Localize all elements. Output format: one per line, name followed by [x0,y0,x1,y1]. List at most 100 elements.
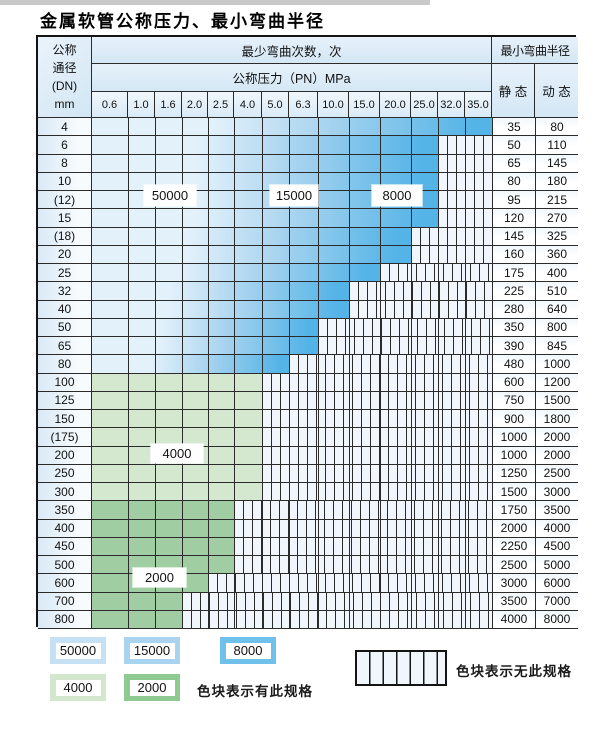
dn-row-label: 350 [38,501,92,519]
no-spec-striped-region [262,446,492,464]
no-spec-striped-region [262,391,492,409]
table-row: 350 1750 3500 [38,501,578,520]
dynamic-radius-value: 145 [535,154,578,172]
dn-header-line: mm [54,97,75,111]
spec-colored-region [92,136,438,154]
dn-row-label: 600 [38,574,92,592]
static-radius-value: 120 [492,209,535,227]
grid-line [289,118,290,629]
static-radius-value: 35 [492,118,535,136]
cycle-count-label: 2000 [133,568,186,587]
dynamic-radius-value: 1200 [535,373,578,391]
static-radius-value: 750 [492,391,535,409]
legend-chip: 50000 [50,637,106,664]
static-radius-value: 95 [492,191,535,209]
no-spec-striped-region [262,483,492,501]
dynamic-header: 动 态 [535,64,578,118]
table-row: 40 280 640 [38,300,578,319]
spec-colored-region [92,118,492,136]
dn-header-line: (DN) [51,79,78,93]
grid-line [182,118,183,629]
pressure-column-label: 6.3 [289,92,318,118]
dn-row-label: 150 [38,410,92,428]
spec-colored-region [92,391,262,409]
grid-line [128,118,129,629]
dn-row-label: 300 [38,483,92,501]
static-radius-value: 225 [492,282,535,300]
dn-row-label: 100 [38,373,92,391]
dn-row-label: 50 [38,318,92,336]
spec-colored-region [92,592,182,610]
legend-no-spec-sample [355,650,447,686]
legend-chip-value: 4000 [55,679,101,696]
pressure-column-label: 5.0 [262,92,289,118]
static-radius-value: 2000 [492,519,535,537]
dynamic-radius-value: 360 [535,245,578,263]
static-radius-value: 480 [492,355,535,373]
spec-colored-region [92,483,262,501]
dn-row-label: (12) [38,191,92,209]
cycle-count-label: 4000 [151,444,203,463]
spec-colored-region [92,373,262,391]
static-radius-value: 1250 [492,464,535,482]
spec-colored-region [92,264,380,282]
static-radius-value: 65 [492,154,535,172]
cycle-count-label: 8000 [372,185,422,206]
pressure-column-label: 2.5 [208,92,234,118]
dynamic-radius-value: 3500 [535,501,578,519]
spec-colored-region [92,519,234,537]
dynamic-radius-value: 4000 [535,519,578,537]
dn-row-label: 10 [38,172,92,190]
pressure-column-label: 15.0 [349,92,380,118]
grid-line [155,118,156,629]
dynamic-radius-value: 3000 [535,483,578,501]
dynamic-radius-value: 2000 [535,446,578,464]
table-row: 250 1250 2500 [38,464,578,483]
spec-colored-region [92,300,349,318]
dynamic-radius-value: 325 [535,227,578,245]
legend-chip: 4000 [50,674,106,701]
table-row: 100 600 1200 [38,373,578,392]
dynamic-radius-value: 845 [535,337,578,355]
dynamic-radius-value: 110 [535,136,578,154]
pressure-column-label: 2.0 [182,92,208,118]
table-row: 800 4000 8000 [38,610,578,629]
static-header: 静 态 [492,64,535,118]
table-row: 600 3000 6000 [38,574,578,593]
legend-chip: 2000 [124,674,180,701]
dn-row-label: 15 [38,209,92,227]
pressure-column-label: 20.0 [380,92,411,118]
table-row: 15 120 270 [38,209,578,228]
static-radius-value: 1500 [492,483,535,501]
dn-row-label: 250 [38,464,92,482]
dn-row-label: 65 [38,337,92,355]
table-row: 300 1500 3000 [38,483,578,502]
grid-line [208,118,209,629]
static-radius-value: 390 [492,337,535,355]
static-radius-value: 1000 [492,446,535,464]
dn-row-label: 800 [38,610,92,628]
legend-chip-value: 2000 [129,679,175,696]
no-spec-striped-region [289,355,492,373]
dynamic-radius-value: 215 [535,191,578,209]
static-radius-value: 1000 [492,428,535,446]
dn-row-label: 6 [38,136,92,154]
dynamic-radius-value: 8000 [535,610,578,628]
no-spec-striped-region [262,464,492,482]
no-spec-striped-region [349,300,492,318]
dynamic-radius-value: 1000 [535,355,578,373]
dynamic-radius-value: 4500 [535,537,578,555]
spec-colored-region [92,154,438,172]
radius-header: 最小弯曲半径 [492,37,578,64]
no-spec-striped-region [208,574,492,592]
page-title: 金属软管公称压力、最小弯曲半径 [40,12,325,31]
no-spec-striped-region [262,410,492,428]
dn-row-label: 8 [38,154,92,172]
table-row: (175) 1000 2000 [38,428,578,447]
dynamic-radius-value: 270 [535,209,578,227]
static-radius-value: 2500 [492,556,535,574]
table-row: 80 480 1000 [38,355,578,374]
static-radius-value: 145 [492,227,535,245]
legend-no-spec-text: 色块表示无此规格 [456,664,572,679]
legend-has-spec-text: 色块表示有此规格 [197,684,313,699]
